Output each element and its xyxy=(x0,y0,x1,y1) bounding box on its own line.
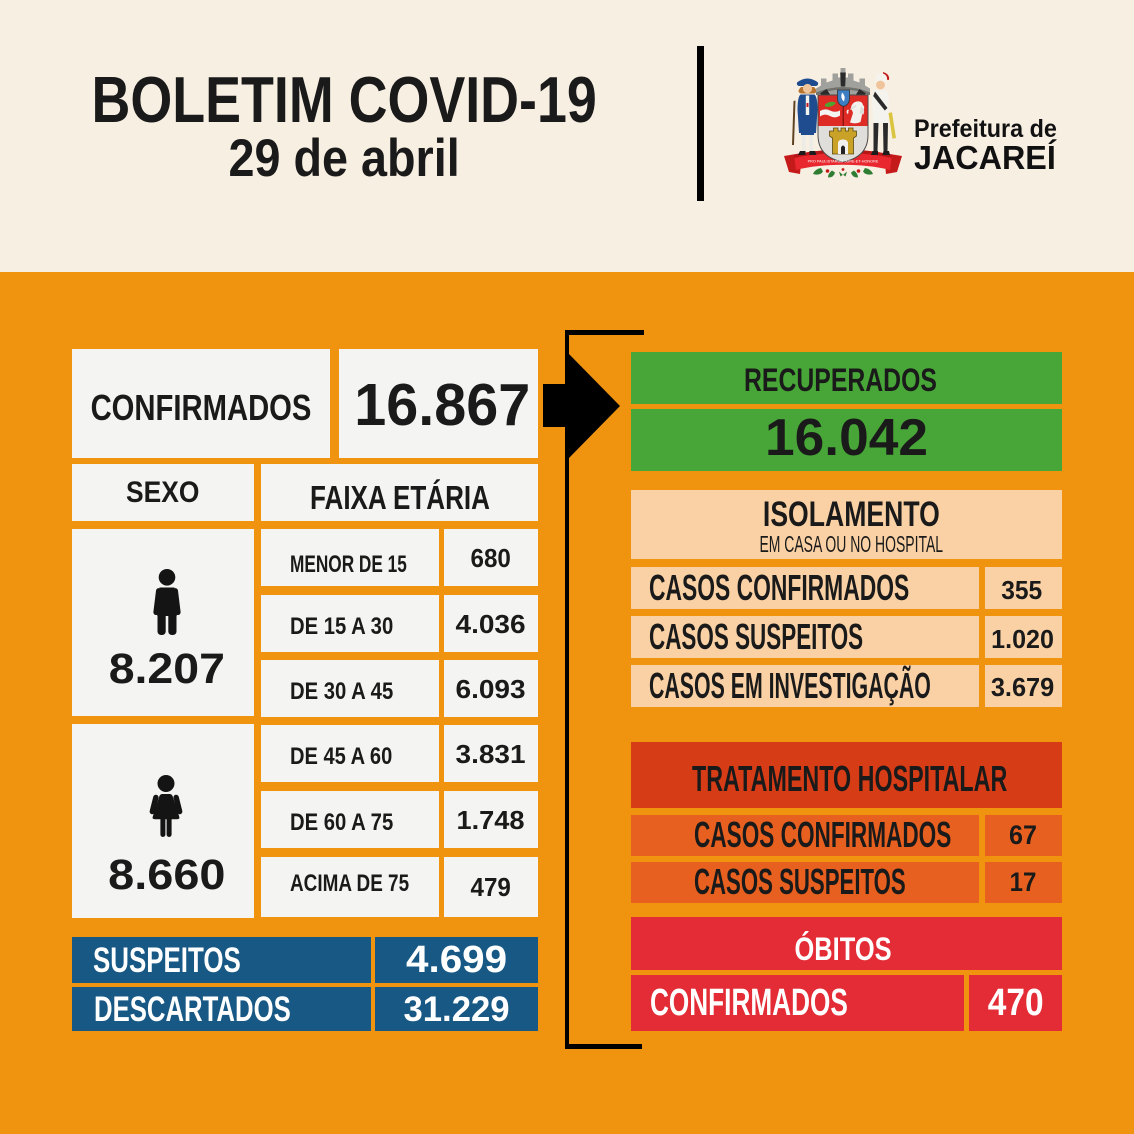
svg-text:PRO PAULISTARUM-JURE-ET-HONORE: PRO PAULISTARUM-JURE-ET-HONORE xyxy=(808,160,879,164)
